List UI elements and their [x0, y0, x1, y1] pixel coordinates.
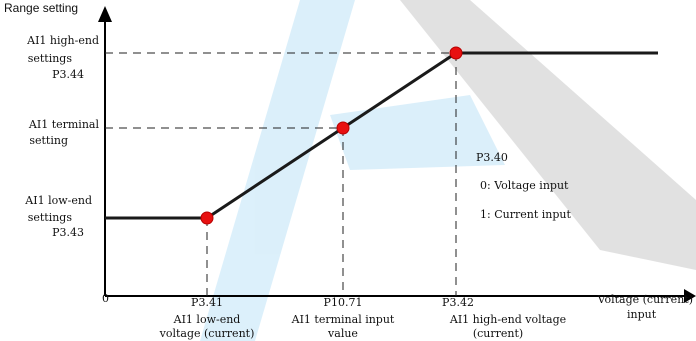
x-axis-title-line1: Voltage (current) [597, 293, 693, 306]
x-axis-arrowhead [684, 289, 696, 303]
x-label-terminal-line2: value [328, 327, 358, 340]
x-label-low-code: P3.41 [191, 296, 223, 309]
x-axis-title-line2: input [627, 308, 657, 321]
dashed-guides [105, 52, 457, 296]
y-label-high-line1: AI1 high-end [27, 34, 99, 47]
y-label-high-code: P3.44 [52, 68, 84, 81]
point-low-end [200, 211, 214, 225]
x-label-terminal-code: P10.71 [323, 296, 363, 309]
x-label-low-line2: voltage (current) [159, 327, 255, 340]
input-type-param-code: P3.40 [476, 151, 508, 164]
x-label-low-line1: AI1 low-end [173, 313, 241, 326]
watermark-gray-wedge [400, 0, 696, 270]
y-axis-arrowhead [98, 6, 112, 22]
axes [98, 6, 696, 303]
y-label-high-line2: settings [27, 52, 72, 65]
x-label-high-line1: AI1 high-end voltage [449, 313, 567, 326]
y-label-terminal-line2: setting [29, 134, 68, 147]
y-label-low-line2: settings [27, 211, 72, 224]
origin-label: 0 [102, 292, 109, 305]
x-label-terminal-line1: AI1 terminal input [291, 313, 395, 326]
x-label-high-code: P3.42 [442, 296, 474, 309]
point-high-end [449, 46, 463, 60]
point-terminal [336, 121, 350, 135]
input-type-option-voltage: 0: Voltage input [480, 179, 569, 192]
y-label-terminal-line1: AI1 terminal [28, 118, 99, 131]
y-axis-title: Range setting [4, 1, 79, 15]
y-label-low-line1: AI1 low-end [25, 194, 92, 207]
x-label-high-line2: (current) [472, 327, 524, 340]
watermark-blue-wedge [330, 95, 505, 170]
characteristic-curve [105, 51, 658, 220]
input-type-option-current: 1: Current input [480, 208, 571, 221]
y-label-low-code: P3.43 [52, 226, 84, 239]
watermark-logo [200, 0, 696, 341]
